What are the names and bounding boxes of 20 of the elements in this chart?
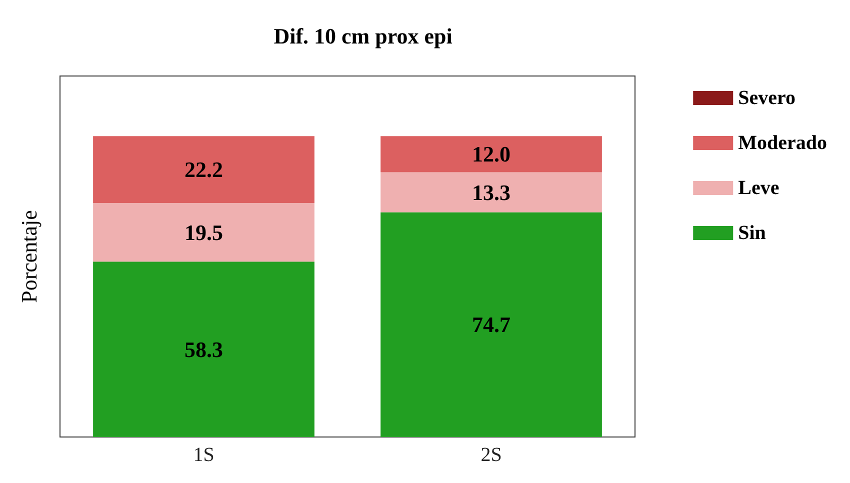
legend-label: Leve [738, 177, 780, 199]
x-tick-label: 1S [193, 444, 214, 466]
data-label: 22.2 [184, 157, 223, 182]
bar [93, 262, 314, 437]
data-label: 19.5 [184, 220, 223, 245]
data-label: 58.3 [184, 336, 223, 362]
chart-title: Dif. 10 cm prox epi [274, 24, 452, 48]
legend-label: Sin [738, 222, 766, 244]
bar [93, 202, 314, 262]
y-axis-title: Porcentaje [16, 210, 42, 303]
bar [380, 212, 602, 437]
data-label: 12.0 [472, 142, 510, 167]
bar [93, 136, 314, 203]
bar [380, 136, 602, 172]
data-label: 13.3 [472, 180, 510, 205]
legend-label: Moderado [738, 132, 828, 154]
x-tick-label: 2S [480, 444, 502, 466]
bar [380, 172, 602, 212]
legend-label: Severo [738, 87, 796, 109]
data-label: 74.7 [472, 312, 510, 338]
